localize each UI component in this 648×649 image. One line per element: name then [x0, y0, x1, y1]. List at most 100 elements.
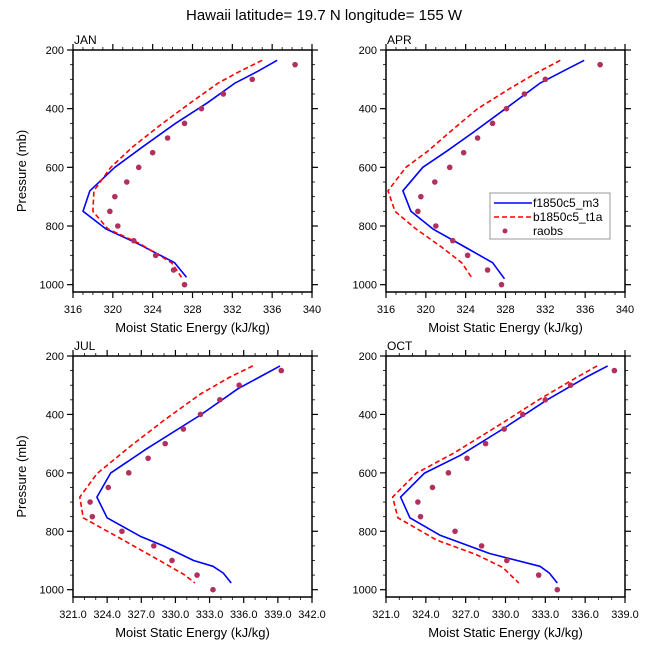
raobs-point [151, 543, 157, 549]
f1850c5-m3-line [96, 365, 281, 584]
panel-oct: 321.0 324.0 327.0 330.0 333.0 336.0 339.0 200 40… [353, 339, 639, 640]
raobs-point [180, 426, 187, 432]
x-tick-label: 330.0 [492, 609, 520, 621]
x-axis-title: Moist Static Energy (kJ/kg) [428, 320, 583, 335]
raobs-point [445, 470, 452, 476]
raobs-point [429, 484, 436, 491]
y-tick-label: 200 [46, 351, 64, 363]
b1850c5-t1a-line [79, 365, 254, 584]
y-tick-label: 400 [359, 409, 377, 421]
raobs-point [464, 252, 471, 259]
raobs-point [135, 164, 142, 171]
raobs-point [152, 252, 159, 259]
y-tick-label: 600 [46, 162, 64, 174]
x-tick-label: 339.0 [264, 609, 292, 621]
raobs-point [194, 572, 200, 578]
b1850c5-t1a-line [92, 59, 263, 278]
b1850c5-t1a-line [391, 365, 598, 584]
y-tick-label: 600 [359, 468, 377, 480]
raobs-point [478, 543, 485, 549]
raobs-point [498, 281, 505, 288]
raobs-point [489, 120, 496, 127]
raobs-point [292, 61, 298, 68]
raobs-point [169, 557, 175, 564]
panel-apr: 316 320 324 328 332 336 340 200 400 600 800 1000 APR… [353, 33, 635, 335]
y-tick-label: 600 [359, 162, 377, 174]
raobs-point [611, 367, 618, 374]
x-tick-label: 328 [496, 304, 514, 316]
raobs-point [164, 135, 171, 141]
raobs-point [130, 237, 137, 244]
y-tick-label: 600 [46, 468, 64, 480]
y-tick-label: 1000 [40, 585, 64, 597]
raobs-point [181, 281, 188, 288]
plot-frame [72, 49, 313, 293]
raobs-point [452, 528, 458, 535]
x-tick-label: 333.0 [196, 609, 224, 621]
raobs-point [449, 237, 456, 244]
plot-frame [385, 49, 626, 293]
raobs-point [554, 586, 561, 593]
raobs-point [501, 426, 507, 432]
x-tick-label: 324.0 [412, 609, 440, 621]
x-tick-label: 336.0 [571, 609, 599, 621]
y-tick-label: 1000 [353, 585, 377, 597]
b1850c5-t1a-line [387, 59, 561, 280]
raobs-point [446, 164, 453, 171]
y-tick-label: 1000 [40, 280, 64, 292]
raobs-point [198, 105, 205, 112]
raobs-point [417, 513, 424, 520]
raobs-point [418, 193, 424, 200]
raobs-point [125, 470, 132, 476]
x-tick-label: 336 [576, 304, 594, 316]
raobs-point [567, 382, 574, 389]
raobs-point [123, 179, 130, 185]
panel-jan: 316 320 324 328 332 336 340 200 400 600 800 1000 JAN… [14, 33, 321, 335]
y-axis-title: Pressure (mb) [14, 435, 29, 517]
raobs-point [474, 135, 481, 141]
plot-frame [72, 355, 313, 598]
legend-label: b1850c5_t1a [533, 210, 603, 224]
raobs-point [432, 223, 439, 229]
raobs-point [162, 440, 168, 447]
x-axis-title: Moist Static Energy (kJ/kg) [428, 625, 583, 640]
y-tick-label: 200 [359, 351, 377, 363]
panel-label: JAN [74, 33, 97, 47]
raobs-point [220, 91, 227, 97]
y-tick-label: 400 [46, 409, 64, 421]
f1850c5-m3-line [399, 365, 609, 584]
raobs-point [431, 179, 438, 185]
f1850c5-m3-line [82, 59, 278, 278]
x-tick-label: 342.0 [298, 609, 326, 621]
x-tick-label: 327.0 [128, 609, 156, 621]
raobs-point [535, 572, 542, 578]
x-tick-label: 324.0 [93, 609, 121, 621]
raobs-point [597, 61, 603, 68]
raobs-point [504, 557, 510, 564]
raobs-point [482, 440, 489, 447]
y-tick-label: 800 [46, 526, 64, 538]
y-tick-label: 200 [46, 45, 64, 57]
y-tick-label: 400 [359, 104, 377, 116]
x-tick-label: 316 [64, 304, 82, 316]
x-tick-label: 330.0 [162, 609, 190, 621]
raobs-point [278, 367, 285, 374]
raobs-point [249, 76, 256, 83]
panel-label: APR [387, 33, 412, 47]
x-tick-label: 336 [263, 304, 281, 316]
x-tick-label: 332 [536, 304, 554, 316]
x-tick-label: 316 [377, 304, 395, 316]
panel-label: JUL [74, 339, 96, 353]
y-tick-label: 1000 [353, 280, 377, 292]
x-tick-label: 332 [223, 304, 241, 316]
x-tick-label: 320 [104, 304, 122, 316]
raobs-point [87, 499, 93, 505]
x-tick-label: 340 [616, 304, 634, 316]
f1850c5-m3-line [402, 59, 585, 280]
legend-marker-raobs [502, 228, 508, 234]
y-tick-label: 400 [46, 104, 64, 116]
raobs-point [236, 382, 242, 389]
x-tick-label: 321.0 [59, 609, 87, 621]
